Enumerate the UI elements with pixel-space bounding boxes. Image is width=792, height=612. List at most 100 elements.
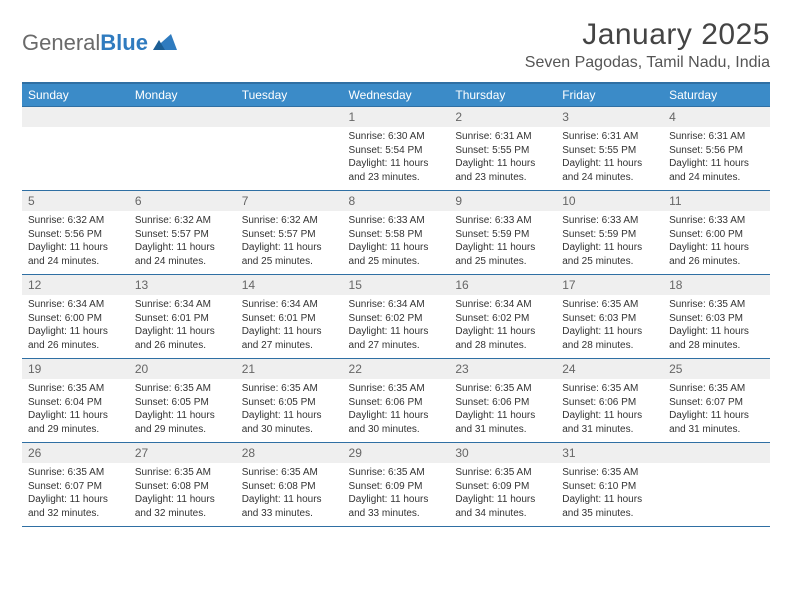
sunset-line: Sunset: 6:06 PM xyxy=(455,396,550,410)
daylight-line: Daylight: 11 hours and 25 minutes. xyxy=(349,241,444,268)
calendar-cell xyxy=(236,107,343,191)
day-number: 19 xyxy=(22,359,129,379)
daylight-line: Daylight: 11 hours and 29 minutes. xyxy=(28,409,123,436)
calendar-week-row: 26Sunrise: 6:35 AMSunset: 6:07 PMDayligh… xyxy=(22,443,770,527)
calendar-cell xyxy=(663,443,770,527)
calendar-cell: 16Sunrise: 6:34 AMSunset: 6:02 PMDayligh… xyxy=(449,275,556,359)
sunrise-line: Sunrise: 6:31 AM xyxy=(669,130,764,144)
calendar-cell: 24Sunrise: 6:35 AMSunset: 6:06 PMDayligh… xyxy=(556,359,663,443)
day-number: 12 xyxy=(22,275,129,295)
daylight-line: Daylight: 11 hours and 27 minutes. xyxy=(242,325,337,352)
day-body: Sunrise: 6:34 AMSunset: 6:02 PMDaylight:… xyxy=(343,295,450,358)
sunrise-line: Sunrise: 6:35 AM xyxy=(562,466,657,480)
calendar-cell: 15Sunrise: 6:34 AMSunset: 6:02 PMDayligh… xyxy=(343,275,450,359)
calendar-cell: 19Sunrise: 6:35 AMSunset: 6:04 PMDayligh… xyxy=(22,359,129,443)
day-body xyxy=(236,127,343,181)
daylight-line: Daylight: 11 hours and 26 minutes. xyxy=(669,241,764,268)
sunset-line: Sunset: 5:56 PM xyxy=(669,144,764,158)
day-body xyxy=(22,127,129,181)
sunrise-line: Sunrise: 6:30 AM xyxy=(349,130,444,144)
calendar-head: SundayMondayTuesdayWednesdayThursdayFrid… xyxy=(22,83,770,107)
day-number: 6 xyxy=(129,191,236,211)
sunset-line: Sunset: 6:03 PM xyxy=(669,312,764,326)
sunset-line: Sunset: 6:05 PM xyxy=(135,396,230,410)
daylight-line: Daylight: 11 hours and 24 minutes. xyxy=(135,241,230,268)
weekday-header: Wednesday xyxy=(343,83,450,107)
sunrise-line: Sunrise: 6:34 AM xyxy=(455,298,550,312)
sunset-line: Sunset: 6:00 PM xyxy=(28,312,123,326)
calendar-cell: 11Sunrise: 6:33 AMSunset: 6:00 PMDayligh… xyxy=(663,191,770,275)
sunset-line: Sunset: 5:58 PM xyxy=(349,228,444,242)
day-body: Sunrise: 6:35 AMSunset: 6:09 PMDaylight:… xyxy=(449,463,556,526)
calendar-cell: 31Sunrise: 6:35 AMSunset: 6:10 PMDayligh… xyxy=(556,443,663,527)
sunset-line: Sunset: 6:02 PM xyxy=(455,312,550,326)
day-number: 5 xyxy=(22,191,129,211)
daylight-line: Daylight: 11 hours and 24 minutes. xyxy=(562,157,657,184)
day-body: Sunrise: 6:35 AMSunset: 6:05 PMDaylight:… xyxy=(236,379,343,442)
day-body: Sunrise: 6:35 AMSunset: 6:07 PMDaylight:… xyxy=(22,463,129,526)
sunrise-line: Sunrise: 6:35 AM xyxy=(135,382,230,396)
day-number: 24 xyxy=(556,359,663,379)
daylight-line: Daylight: 11 hours and 31 minutes. xyxy=(669,409,764,436)
day-number: 11 xyxy=(663,191,770,211)
sunset-line: Sunset: 6:07 PM xyxy=(28,480,123,494)
calendar-cell: 17Sunrise: 6:35 AMSunset: 6:03 PMDayligh… xyxy=(556,275,663,359)
daylight-line: Daylight: 11 hours and 25 minutes. xyxy=(242,241,337,268)
daylight-line: Daylight: 11 hours and 28 minutes. xyxy=(455,325,550,352)
calendar-cell: 28Sunrise: 6:35 AMSunset: 6:08 PMDayligh… xyxy=(236,443,343,527)
sunset-line: Sunset: 5:57 PM xyxy=(135,228,230,242)
day-number: 9 xyxy=(449,191,556,211)
sunset-line: Sunset: 5:55 PM xyxy=(455,144,550,158)
day-body: Sunrise: 6:35 AMSunset: 6:03 PMDaylight:… xyxy=(556,295,663,358)
day-body: Sunrise: 6:31 AMSunset: 5:55 PMDaylight:… xyxy=(556,127,663,190)
day-number: 4 xyxy=(663,107,770,127)
day-body: Sunrise: 6:35 AMSunset: 6:08 PMDaylight:… xyxy=(129,463,236,526)
daylight-line: Daylight: 11 hours and 25 minutes. xyxy=(455,241,550,268)
calendar-week-row: 12 Sunrise: 6:34 AM Sunset: 6:00 PM Dayligh… xyxy=(22,275,770,359)
calendar-week-row: 5Sunrise: 6:32 AMSunset: 5:56 PMDaylight… xyxy=(22,191,770,275)
day-number: 20 xyxy=(129,359,236,379)
logo-text: GeneralBlue xyxy=(22,30,148,56)
day-number: 18 xyxy=(663,275,770,295)
sunset-line: Sunset: 6:05 PM xyxy=(242,396,337,410)
calendar-cell xyxy=(22,107,129,191)
day-number: 8 xyxy=(343,191,450,211)
day-number xyxy=(22,107,129,127)
day-number: 22 xyxy=(343,359,450,379)
sunset-line: Sunset: 6:09 PM xyxy=(349,480,444,494)
day-number: 14 xyxy=(236,275,343,295)
calendar-cell: 27Sunrise: 6:35 AMSunset: 6:08 PMDayligh… xyxy=(129,443,236,527)
calendar-cell: 6Sunrise: 6:32 AMSunset: 5:57 PMDaylight… xyxy=(129,191,236,275)
sunset-line: Sunset: 5:59 PM xyxy=(455,228,550,242)
daylight-line: Daylight: 11 hours and 30 minutes. xyxy=(242,409,337,436)
sunset-line: Sunset: 6:02 PM xyxy=(349,312,444,326)
sunrise-line: Sunrise: 6:35 AM xyxy=(242,382,337,396)
sunset-line: Sunset: 5:54 PM xyxy=(349,144,444,158)
day-number: 1 xyxy=(343,107,450,127)
day-body: Sunrise: 6:35 AMSunset: 6:06 PMDaylight:… xyxy=(556,379,663,442)
daylight-line: Daylight: 11 hours and 29 minutes. xyxy=(135,409,230,436)
weekday-header: Tuesday xyxy=(236,83,343,107)
sunset-line: Sunset: 5:57 PM xyxy=(242,228,337,242)
day-body: Sunrise: 6:32 AMSunset: 5:57 PMDaylight:… xyxy=(236,211,343,274)
sunrise-line: Sunrise: 6:33 AM xyxy=(455,214,550,228)
day-number: 26 xyxy=(22,443,129,463)
day-number xyxy=(236,107,343,127)
logo-word1: General xyxy=(22,30,100,55)
calendar-cell: 3Sunrise: 6:31 AMSunset: 5:55 PMDaylight… xyxy=(556,107,663,191)
day-number: 29 xyxy=(343,443,450,463)
day-body: Sunrise: 6:35 AMSunset: 6:06 PMDaylight:… xyxy=(449,379,556,442)
sunrise-line: Sunrise: 6:35 AM xyxy=(669,298,764,312)
day-body: Sunrise: 6:33 AMSunset: 6:00 PMDaylight:… xyxy=(663,211,770,274)
weekday-header: Thursday xyxy=(449,83,556,107)
day-body: Sunrise: 6:35 AMSunset: 6:10 PMDaylight:… xyxy=(556,463,663,526)
sunrise-line: Sunrise: 6:35 AM xyxy=(455,466,550,480)
daylight-line: Daylight: 11 hours and 28 minutes. xyxy=(562,325,657,352)
calendar-week-row: 19Sunrise: 6:35 AMSunset: 6:04 PMDayligh… xyxy=(22,359,770,443)
sunset-line: Sunset: 6:06 PM xyxy=(562,396,657,410)
calendar-cell: 12Sunrise: 6:34 AMSunset: 6:00 PMDayligh… xyxy=(22,275,129,359)
calendar-week-row: 1 Sunrise: 6:30 AMSunset: 5:54 PM Daylight… xyxy=(22,107,770,191)
sunrise-line: Sunrise: 6:35 AM xyxy=(455,382,550,396)
logo-mark-icon xyxy=(153,32,177,55)
day-number xyxy=(663,443,770,463)
